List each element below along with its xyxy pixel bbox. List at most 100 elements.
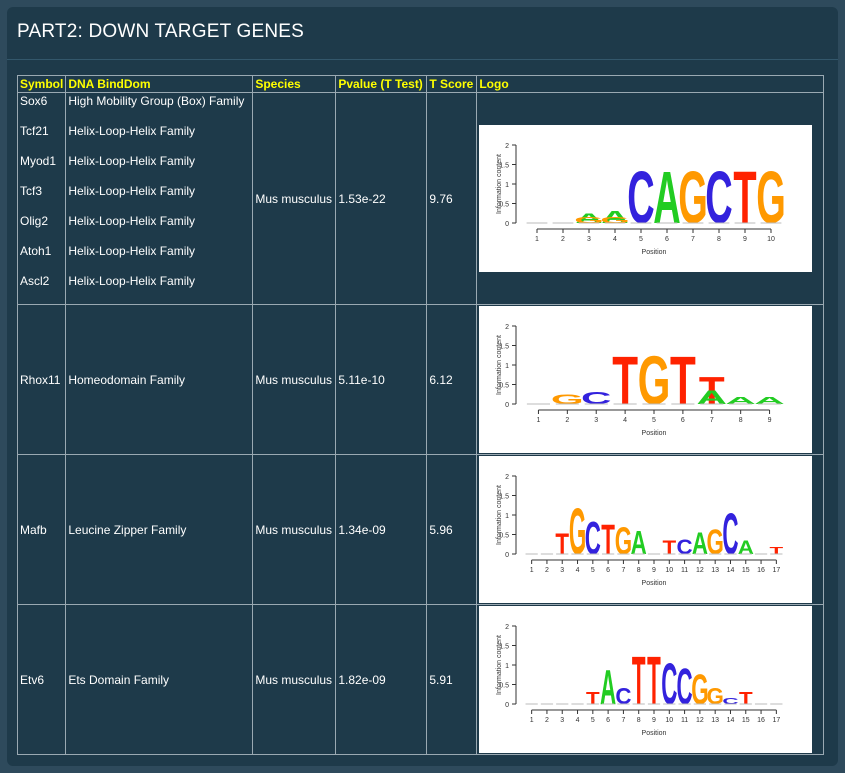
gene-symbol: Tcf3 [20, 183, 43, 198]
logo-letter-a: A [600, 662, 616, 716]
gene-symbol: Tcf21 [20, 123, 49, 138]
logo-x-axis-label: Position [642, 580, 667, 587]
logo-letter-t: T [739, 689, 753, 708]
logo-y-tick-label: 0.5 [500, 683, 510, 690]
dna-binding-domain: Helix-Loop-Helix Family [68, 123, 196, 138]
logo-y-tick-label: 0 [505, 702, 509, 709]
dna-binding-domain: Helix-Loop-Helix Family [68, 183, 196, 198]
logo-x-tick-label: 6 [665, 236, 669, 243]
logo-letter-t: T [699, 368, 725, 412]
logo-letter-c: C [585, 512, 601, 564]
dna-binding-domain: Helix-Loop-Helix Family [68, 213, 196, 228]
logo-x-tick-label: 4 [624, 417, 628, 424]
logo-letter-t: T [586, 689, 600, 708]
logo-letter-a: A [697, 386, 727, 408]
logo-x-tick-label: 1 [535, 236, 539, 243]
pvalue-cell: 5.11e-10 [335, 304, 428, 455]
logo-y-axis-label: Information content [496, 154, 503, 214]
logo-x-tick-label: 12 [696, 717, 704, 724]
header-logo: Logo [476, 75, 825, 93]
logo-x-tick-label: 15 [742, 717, 750, 724]
logo-y-tick-label: 2 [505, 324, 509, 331]
species-cell: Mus musculus [252, 304, 337, 455]
logo-y-tick-label: 1.5 [500, 163, 510, 170]
tscore-cell: 9.76 [426, 92, 478, 305]
dna-binding-domain: Leucine Zipper Family [65, 454, 254, 605]
logo-letter-a: A [738, 537, 754, 558]
logo-letter-g: G [575, 216, 605, 225]
species-cell: Mus musculus [252, 454, 337, 605]
logo-letter-g: G [638, 344, 671, 420]
logo-x-tick-label: 11 [681, 567, 688, 574]
dna-binding-domain: Helix-Loop-Helix Family [68, 153, 196, 168]
logo-letter-t: T [734, 158, 757, 240]
sequence-logo[interactable]: 0 0.5 1 1.5 2 Information content 1 2 3 4 5 6 7 8 9 10 1… [479, 456, 813, 603]
gene-symbol: Olig2 [20, 213, 49, 228]
logo-x-tick-label: 2 [561, 236, 565, 243]
logo-x-tick-label: 9 [743, 236, 747, 243]
logo-letter-g: G [551, 392, 584, 407]
logo-x-tick-label: 16 [758, 717, 766, 724]
species-cell: Mus musculus [252, 604, 337, 755]
logo-x-tick-label: 3 [561, 567, 565, 574]
logo-letter-g: G [601, 216, 631, 225]
page-title: PART2: DOWN TARGET GENES [17, 21, 305, 42]
logo-letter-g: G [679, 158, 709, 240]
logo-y-tick-label: 1 [505, 513, 509, 520]
logo-x-tick-label: 8 [739, 417, 743, 424]
logo-y-tick-label: 0 [505, 402, 509, 409]
logo-letter-a: A [726, 395, 756, 406]
logo-letter-g: G [692, 666, 709, 714]
logo-x-tick-label: 1 [530, 717, 534, 724]
tscore-cell: 5.91 [426, 604, 478, 755]
sequence-logo[interactable]: 0 0.5 1 1.5 2 Information content 1 2 3 4 5 6 7 8 9 10 1… [479, 606, 813, 753]
logo-letter-a: A [654, 158, 681, 240]
logo-y-tick-label: 1.5 [500, 494, 510, 501]
dna-binding-domain: High Mobility Group (Box) Family [68, 93, 245, 108]
table-row: Etv6 Ets Domain Family Mus musculus 1.82… [16, 604, 825, 755]
table-row: Sox6 Tcf21 Myod1 Tcf3 Olig2 Atoh1 Ascl2 … [16, 92, 825, 305]
logo-x-tick-label: 10 [666, 567, 674, 574]
logo-x-tick-label: 6 [681, 417, 685, 424]
logo-y-tick-label: 1.5 [500, 644, 510, 651]
logo-x-tick-label: 9 [652, 717, 656, 724]
title-divider [7, 59, 838, 60]
header-species: Species [252, 75, 337, 93]
logo-x-axis-label: Position [642, 430, 667, 437]
down-target-genes-panel: PART2: DOWN TARGET GENES Symbol DNA Bind… [7, 7, 838, 766]
logo-x-tick-label: 2 [566, 417, 570, 424]
logo-x-tick-label: 14 [727, 567, 735, 574]
symbol-cell: Sox6 Tcf21 Myod1 Tcf3 Olig2 Atoh1 Ascl2 [16, 92, 67, 305]
logo-x-tick-label: 12 [696, 567, 704, 574]
logo-y-tick-label: 2 [505, 624, 509, 631]
logo-x-tick-label: 4 [576, 567, 580, 574]
table-row: Rhox11 Homeodomain Family Mus musculus 5… [16, 304, 825, 455]
pvalue-cell: 1.53e-22 [335, 92, 428, 305]
logo-letter-t: T [613, 344, 639, 420]
logo-y-tick-label: 1 [505, 182, 509, 189]
logo-y-tick-label: 2 [505, 474, 509, 481]
logo-letter-t: T [670, 344, 696, 420]
logo-letter-a: A [631, 524, 647, 562]
logo-letter-t: T [602, 516, 616, 564]
header-dna-binding-domain: DNA BindDom [65, 75, 254, 93]
logo-x-tick-label: 6 [607, 567, 611, 574]
logo-x-tick-label: 6 [607, 717, 611, 724]
logo-x-tick-label: 1 [537, 417, 541, 424]
logo-letter-c: C [662, 652, 678, 717]
logo-x-tick-label: 3 [587, 236, 591, 243]
logo-x-tick-label: 5 [591, 717, 595, 724]
logo-y-tick-label: 0.5 [500, 202, 510, 209]
logo-y-tick-label: 2 [505, 143, 509, 150]
sequence-logo[interactable]: 0 0.5 1 1.5 2 Information content 1 2 3 4 5 6 7 8 9 Pos… [479, 306, 813, 453]
logo-x-tick-label: 17 [773, 717, 781, 724]
logo-x-tick-label: 13 [712, 567, 720, 574]
sequence-logo[interactable]: 0 0.5 1 1.5 2 Information content 1 2 3 4 5 6 7 8 9 10 P… [479, 125, 813, 272]
logo-letter-t: T [648, 642, 662, 719]
logo-letter-c: C [677, 534, 693, 558]
logo-x-tick-label: 13 [712, 717, 720, 724]
pvalue-cell: 1.82e-09 [335, 604, 428, 755]
